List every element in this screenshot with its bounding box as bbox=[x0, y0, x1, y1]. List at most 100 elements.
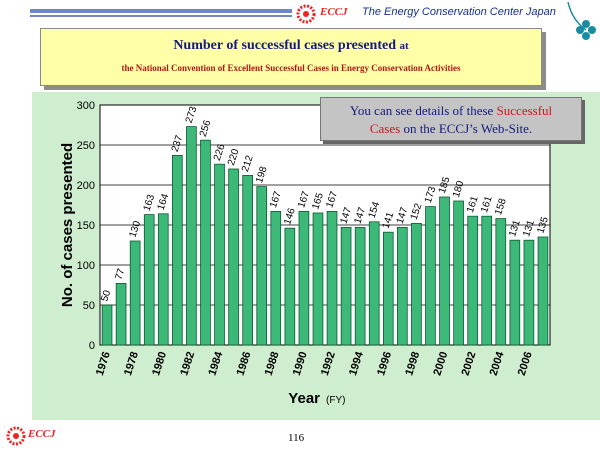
info-highlight-a: Successful bbox=[496, 103, 553, 118]
info-box: You can see details of these Successful … bbox=[320, 97, 582, 141]
x-axis-title: Year bbox=[288, 390, 320, 407]
bar bbox=[200, 139, 211, 346]
data-label: 220 bbox=[226, 147, 242, 167]
header-org-name: The Energy Conservation Center Japan bbox=[362, 6, 556, 18]
bar bbox=[382, 231, 394, 346]
bar bbox=[397, 226, 408, 346]
bar bbox=[172, 154, 183, 346]
x-tick-label: 1994 bbox=[347, 349, 366, 377]
y-tick-label: 200 bbox=[77, 180, 95, 192]
x-tick-label: 1990 bbox=[291, 350, 310, 377]
chart-title: Number of successful cases presented at bbox=[41, 38, 541, 54]
bar bbox=[157, 213, 169, 346]
x-tick-label: 2002 bbox=[460, 350, 479, 377]
data-label: 164 bbox=[156, 192, 172, 212]
x-tick-label: 1976 bbox=[94, 350, 113, 377]
data-label: 50 bbox=[99, 289, 113, 303]
chart-title-main: Number of successful cases presented bbox=[173, 38, 396, 53]
data-label: 146 bbox=[282, 206, 298, 226]
bar bbox=[537, 236, 549, 346]
x-tick-label: 2006 bbox=[516, 350, 535, 377]
bar bbox=[467, 215, 478, 346]
bar bbox=[214, 163, 225, 346]
data-label: 167 bbox=[268, 190, 284, 210]
page-number: 116 bbox=[288, 432, 305, 444]
data-label: 273 bbox=[184, 105, 200, 125]
bar bbox=[453, 200, 464, 346]
data-label: 167 bbox=[324, 190, 340, 210]
bar bbox=[523, 239, 535, 346]
data-label: 131 bbox=[507, 218, 523, 238]
info-text-b: on the ECCJ’s Web-Site. bbox=[400, 121, 533, 136]
x-tick-label: 1996 bbox=[375, 350, 394, 377]
eccj-logo-icon bbox=[296, 4, 316, 24]
data-label: 198 bbox=[254, 165, 270, 185]
data-label: 158 bbox=[493, 197, 509, 217]
data-label: 165 bbox=[310, 191, 326, 211]
y-tick-label: 50 bbox=[83, 300, 95, 312]
bar bbox=[481, 215, 493, 346]
x-tick-label: 1984 bbox=[206, 349, 225, 377]
data-label: 131 bbox=[521, 218, 537, 238]
bar bbox=[368, 221, 380, 346]
data-label: 161 bbox=[465, 194, 481, 214]
bar bbox=[228, 168, 239, 346]
bar bbox=[425, 206, 436, 346]
x-tick-label: 1988 bbox=[263, 350, 282, 377]
header-rule bbox=[30, 9, 292, 13]
data-label: 185 bbox=[437, 175, 453, 195]
footer-logo-icon bbox=[6, 426, 26, 446]
bar bbox=[312, 212, 324, 346]
bar bbox=[143, 214, 155, 346]
bar bbox=[101, 304, 113, 346]
bar bbox=[439, 196, 450, 346]
bar bbox=[326, 210, 338, 346]
title-box: Number of successful cases presented at … bbox=[40, 28, 542, 86]
footer-brand: ECCJ bbox=[28, 428, 56, 440]
chart-subtitle: the National Convention of Excellent Suc… bbox=[121, 63, 461, 73]
y-tick-label: 0 bbox=[89, 340, 95, 352]
info-text-a: You can see details of these bbox=[349, 103, 497, 118]
bar bbox=[495, 218, 507, 346]
bar bbox=[115, 282, 127, 346]
data-label: 167 bbox=[296, 190, 312, 210]
bar bbox=[411, 222, 422, 346]
clover-logo-icon bbox=[567, 1, 596, 40]
bar bbox=[284, 227, 296, 346]
data-label: 180 bbox=[451, 179, 467, 199]
bar bbox=[256, 186, 268, 346]
bar bbox=[340, 226, 352, 346]
data-label: 163 bbox=[142, 193, 158, 213]
x-tick-label: 1978 bbox=[122, 350, 141, 377]
bar bbox=[129, 240, 141, 346]
x-tick-label: 1986 bbox=[235, 350, 254, 377]
x-axis-unit: (FY) bbox=[326, 395, 345, 406]
data-label: 173 bbox=[423, 185, 439, 205]
data-label: 237 bbox=[170, 134, 186, 154]
bar bbox=[242, 174, 253, 346]
data-label: 256 bbox=[198, 118, 214, 138]
data-label: 212 bbox=[240, 154, 256, 174]
data-label: 77 bbox=[113, 267, 127, 281]
data-label: 147 bbox=[353, 206, 369, 226]
bar bbox=[509, 239, 521, 346]
x-tick-label: 1998 bbox=[403, 350, 422, 377]
x-tick-label: 1982 bbox=[178, 350, 197, 377]
x-tick-label: 1992 bbox=[319, 350, 338, 377]
x-tick-label: 2004 bbox=[488, 349, 507, 377]
x-tick-label: 1980 bbox=[150, 350, 169, 377]
chart-title-suffix: at bbox=[399, 40, 409, 52]
data-label: 141 bbox=[381, 210, 397, 230]
header-rule-thin bbox=[30, 15, 292, 17]
x-tick-label: 2000 bbox=[431, 350, 450, 377]
y-tick-label: 250 bbox=[77, 140, 95, 152]
data-label: 147 bbox=[338, 206, 354, 226]
y-axis-title: No. of cases presented bbox=[59, 143, 76, 307]
data-label: 161 bbox=[479, 194, 495, 214]
data-label: 135 bbox=[535, 215, 551, 235]
data-label: 154 bbox=[367, 200, 383, 220]
bar bbox=[354, 226, 366, 346]
data-label: 152 bbox=[409, 202, 425, 222]
data-label: 130 bbox=[128, 219, 144, 239]
